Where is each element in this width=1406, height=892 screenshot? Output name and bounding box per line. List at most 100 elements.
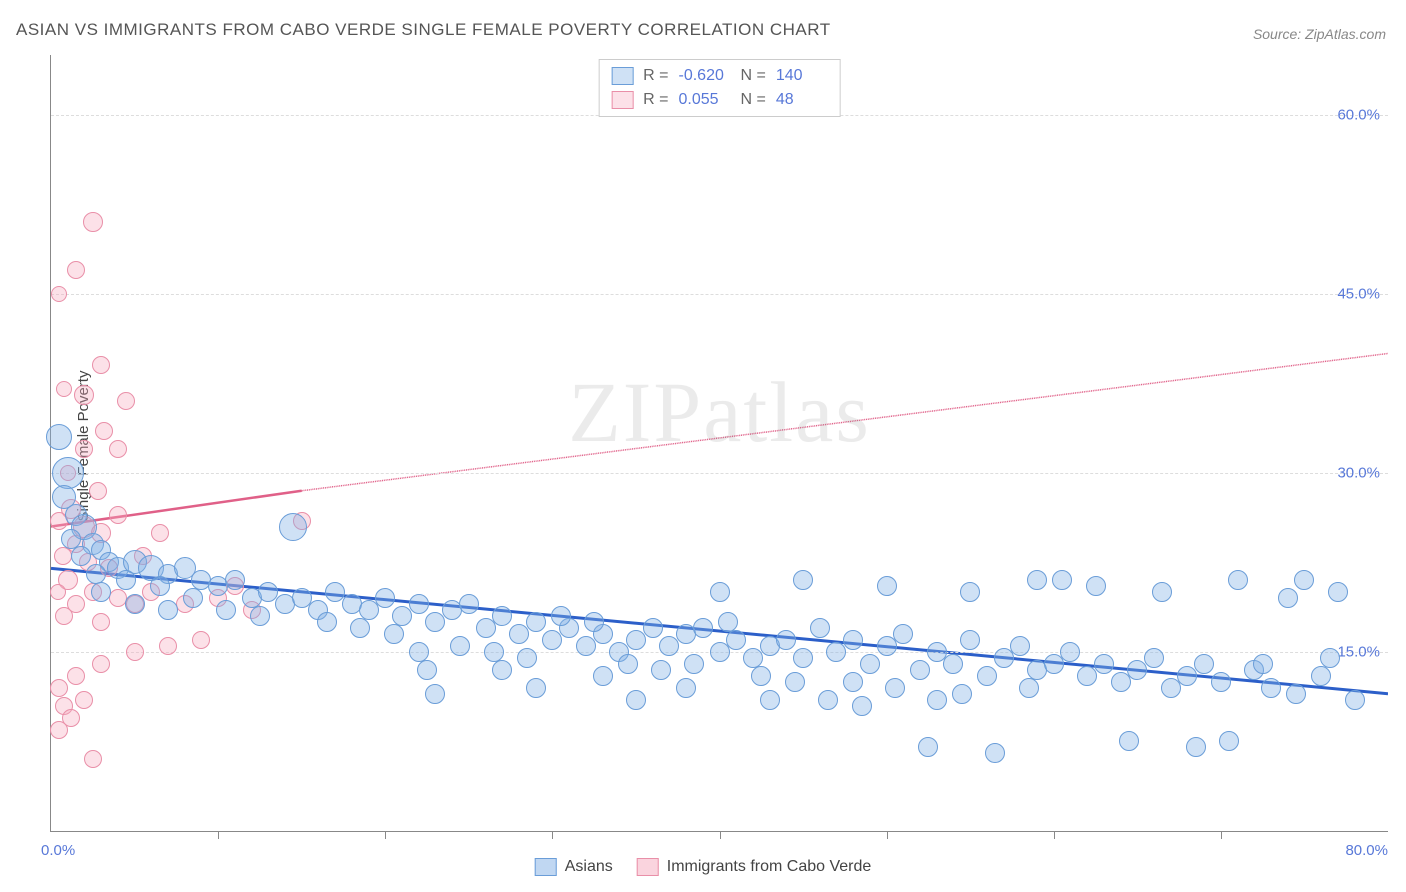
data-point bbox=[852, 696, 872, 716]
data-point bbox=[67, 261, 85, 279]
data-point bbox=[1019, 678, 1039, 698]
data-point bbox=[95, 422, 113, 440]
data-point bbox=[517, 648, 537, 668]
legend-swatch-cabo bbox=[637, 858, 659, 876]
data-point bbox=[1286, 684, 1306, 704]
data-point bbox=[1219, 731, 1239, 751]
legend-swatch-asians bbox=[535, 858, 557, 876]
data-point bbox=[1345, 690, 1365, 710]
stats-row-cabo: R = 0.055 N = 48 bbox=[611, 88, 828, 112]
watermark: ZIPatlas bbox=[568, 362, 871, 462]
data-point bbox=[1294, 570, 1314, 590]
data-point bbox=[55, 607, 73, 625]
x-tick bbox=[385, 831, 386, 839]
y-tick-label: 45.0% bbox=[1337, 285, 1380, 302]
stats-legend: R = -0.620 N = 140 R = 0.055 N = 48 bbox=[598, 59, 841, 117]
data-point bbox=[46, 424, 72, 450]
data-point bbox=[116, 570, 136, 590]
data-point bbox=[710, 642, 730, 662]
data-point bbox=[109, 440, 127, 458]
data-point bbox=[1177, 666, 1197, 686]
data-point bbox=[384, 624, 404, 644]
data-point bbox=[760, 690, 780, 710]
swatch-asians bbox=[611, 67, 633, 85]
data-point bbox=[843, 672, 863, 692]
data-point bbox=[1261, 678, 1281, 698]
data-point bbox=[1194, 654, 1214, 674]
source-attribution: Source: ZipAtlas.com bbox=[1253, 26, 1386, 42]
data-point bbox=[1311, 666, 1331, 686]
data-point bbox=[994, 648, 1014, 668]
data-point bbox=[92, 613, 110, 631]
data-point bbox=[943, 654, 963, 674]
n-value-cabo: 48 bbox=[776, 88, 812, 112]
r-label: R = bbox=[643, 88, 668, 112]
data-point bbox=[618, 654, 638, 674]
r-label: R = bbox=[643, 64, 668, 88]
data-point bbox=[693, 618, 713, 638]
legend-label-asians: Asians bbox=[565, 858, 613, 876]
data-point bbox=[61, 529, 81, 549]
data-point bbox=[1010, 636, 1030, 656]
data-point bbox=[216, 600, 236, 620]
data-point bbox=[279, 513, 307, 541]
legend-item-asians: Asians bbox=[535, 858, 613, 876]
gridline bbox=[51, 473, 1388, 474]
data-point bbox=[1086, 576, 1106, 596]
y-tick-label: 30.0% bbox=[1337, 464, 1380, 481]
data-point bbox=[877, 576, 897, 596]
trend-lines bbox=[51, 55, 1388, 831]
data-point bbox=[1119, 731, 1139, 751]
data-point bbox=[551, 606, 571, 626]
data-point bbox=[225, 570, 245, 590]
data-point bbox=[860, 654, 880, 674]
x-tick bbox=[1221, 831, 1222, 839]
data-point bbox=[317, 612, 337, 632]
data-point bbox=[84, 750, 102, 768]
data-point bbox=[92, 655, 110, 673]
data-point bbox=[425, 684, 445, 704]
stats-row-asians: R = -0.620 N = 140 bbox=[611, 64, 828, 88]
x-max-label: 80.0% bbox=[1345, 842, 1388, 859]
data-point bbox=[952, 684, 972, 704]
data-point bbox=[885, 678, 905, 698]
data-point bbox=[89, 482, 107, 500]
data-point bbox=[1060, 642, 1080, 662]
data-point bbox=[450, 636, 470, 656]
data-point bbox=[74, 385, 94, 405]
data-point bbox=[659, 636, 679, 656]
data-point bbox=[1094, 654, 1114, 674]
x-tick bbox=[218, 831, 219, 839]
data-point bbox=[1052, 570, 1072, 590]
data-point bbox=[54, 547, 72, 565]
data-point bbox=[718, 612, 738, 632]
data-point bbox=[492, 660, 512, 680]
x-origin-label: 0.0% bbox=[41, 842, 75, 859]
data-point bbox=[492, 606, 512, 626]
data-point bbox=[1161, 678, 1181, 698]
data-point bbox=[409, 594, 429, 614]
data-point bbox=[52, 457, 84, 489]
data-point bbox=[793, 570, 813, 590]
data-point bbox=[626, 630, 646, 650]
data-point bbox=[92, 356, 110, 374]
data-point bbox=[150, 576, 170, 596]
data-point bbox=[726, 630, 746, 650]
data-point bbox=[109, 506, 127, 524]
data-point bbox=[1253, 654, 1273, 674]
data-point bbox=[417, 660, 437, 680]
n-label: N = bbox=[741, 88, 766, 112]
data-point bbox=[793, 648, 813, 668]
n-value-asians: 140 bbox=[776, 64, 828, 88]
data-point bbox=[927, 690, 947, 710]
y-tick-label: 60.0% bbox=[1337, 106, 1380, 123]
data-point bbox=[75, 691, 93, 709]
data-point bbox=[1320, 648, 1340, 668]
chart-title: ASIAN VS IMMIGRANTS FROM CABO VERDE SING… bbox=[16, 20, 831, 40]
data-point bbox=[1127, 660, 1147, 680]
data-point bbox=[526, 678, 546, 698]
data-point bbox=[1186, 737, 1206, 757]
data-point bbox=[893, 624, 913, 644]
data-point bbox=[1144, 648, 1164, 668]
data-point bbox=[785, 672, 805, 692]
